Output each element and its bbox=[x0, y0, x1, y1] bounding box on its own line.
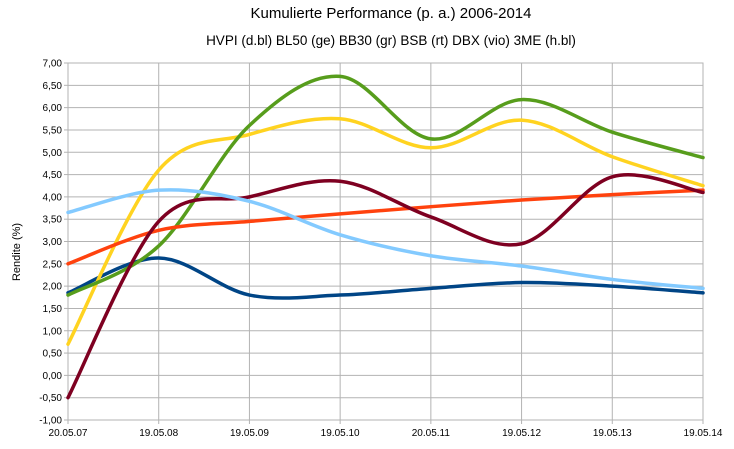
chart-title: Kumulierte Performance (p. a.) 2006-2014 bbox=[251, 5, 532, 22]
y-tick-label: 5,50 bbox=[43, 125, 63, 136]
y-tick-label: 2,50 bbox=[43, 259, 63, 270]
y-tick-label: 1,50 bbox=[43, 304, 63, 315]
x-tick-label: 19.05.09 bbox=[230, 428, 269, 439]
series-line-bl50 bbox=[66, 116, 705, 346]
y-tick-label: 4,50 bbox=[43, 170, 63, 181]
y-tick-label: -0,50 bbox=[39, 393, 62, 404]
series-line-bb30 bbox=[66, 74, 705, 297]
x-tick-label: 19.05.12 bbox=[502, 428, 541, 439]
y-tick-label: 0,50 bbox=[43, 349, 63, 360]
series-line-hvpi bbox=[66, 256, 705, 300]
y-tick-label: 0,00 bbox=[43, 371, 63, 382]
x-tick-label: 19.05.10 bbox=[321, 428, 360, 439]
y-tick-label: 5,00 bbox=[43, 148, 63, 159]
axis-layer: -1,00 -0,50 0,00 0,50 1,00 1,50 2,00 2,50 3,00 3,… bbox=[39, 59, 723, 440]
plot-area-frame bbox=[67, 62, 704, 421]
y-tick-label: 2,00 bbox=[43, 282, 63, 293]
series-layer bbox=[66, 74, 705, 400]
y-tick-label: 7,00 bbox=[43, 59, 63, 70]
x-tick-label: 20.05.11 bbox=[412, 428, 451, 439]
y-tick-label: 6,50 bbox=[43, 81, 63, 92]
y-tick-label: 1,00 bbox=[43, 326, 63, 337]
series-line-bsb bbox=[66, 188, 705, 266]
y-tick-label: 4,00 bbox=[43, 192, 63, 203]
y-axis-label: Rendite (%) bbox=[11, 223, 23, 281]
series-line-dbx bbox=[66, 173, 705, 400]
y-tick-label: 6,00 bbox=[43, 103, 63, 114]
y-tick-label: 3,00 bbox=[43, 237, 63, 248]
x-tick-label: 20.05.07 bbox=[49, 428, 88, 439]
y-tick-label: -1,00 bbox=[39, 416, 62, 427]
chart-subtitle: HVPI (d.bl) BL50 (ge) BB30 (gr) BSB (rt)… bbox=[206, 33, 576, 48]
x-tick-label: 19.05.14 bbox=[684, 428, 723, 439]
x-tick-label: 19.05.08 bbox=[139, 428, 178, 439]
series-line-3me bbox=[66, 188, 705, 291]
y-tick-label: 3,50 bbox=[43, 215, 63, 226]
x-tick-label: 19.05.13 bbox=[593, 428, 632, 439]
